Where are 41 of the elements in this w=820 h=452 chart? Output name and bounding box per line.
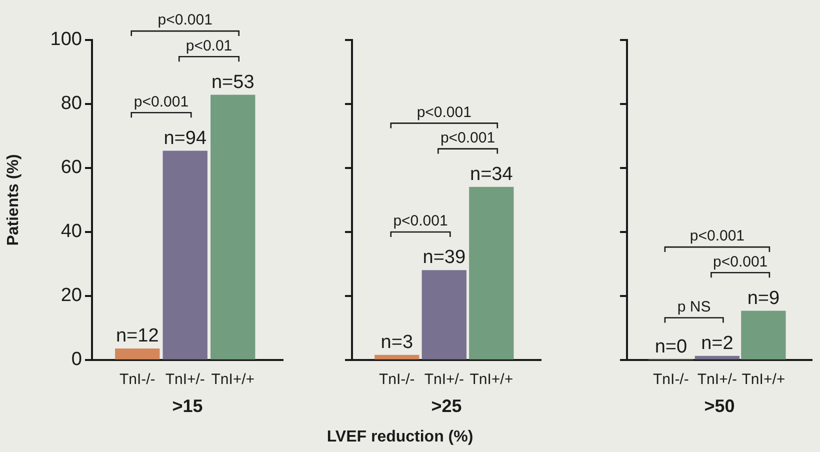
annotation: p<0.001 xyxy=(393,212,448,230)
y-tick-label: 40 xyxy=(60,221,82,242)
bar xyxy=(210,94,256,360)
annotation: n=39 xyxy=(422,247,466,268)
x-tick-label: TnI+/+ xyxy=(742,371,786,388)
x-axis-title: >25 xyxy=(431,396,462,416)
text: p<0.001 xyxy=(158,12,212,29)
annotation: p<0.001 xyxy=(440,129,496,146)
y-tick-label: 80 xyxy=(60,93,82,114)
annotation: n=53 xyxy=(211,72,254,93)
annotation: p NS xyxy=(677,298,711,316)
annotation: p<0.001 xyxy=(416,104,472,121)
x-tick-label: TnI-/- xyxy=(378,371,415,388)
annotation: n=94 xyxy=(164,128,207,149)
x-tick-label: TnI-/- xyxy=(119,371,156,388)
annotation: n=3 xyxy=(380,332,414,353)
x-tick-label: TnI+/- xyxy=(165,371,205,388)
annotation: p<0.001 xyxy=(712,253,768,270)
x-tick-label: TnI+/- xyxy=(697,371,737,388)
y-tick-label: 100 xyxy=(50,29,82,50)
y-axis-title: Patients (%) xyxy=(5,154,22,246)
x-tick-label: TnI-/- xyxy=(653,371,689,388)
y-tick-label: 60 xyxy=(60,157,82,178)
annotation: n=0 xyxy=(654,336,688,358)
annotation: p<0.001 xyxy=(690,228,745,245)
annotation: n=2 xyxy=(701,332,734,354)
x-axis-title: >50 xyxy=(704,396,735,416)
bar xyxy=(162,150,208,360)
annotation: p<0.001 xyxy=(134,93,189,110)
annotation: n=9 xyxy=(747,288,780,309)
annotation: p<0.01 xyxy=(186,37,232,54)
x-tick-label: TnI+/+ xyxy=(211,371,255,388)
bar xyxy=(115,348,160,360)
annotation: n=34 xyxy=(470,164,514,185)
x-tick-label: TnI+/+ xyxy=(470,371,514,388)
y-tick-label: 0 xyxy=(71,349,82,370)
y-tick-label: 20 xyxy=(60,285,82,306)
annotation: n=12 xyxy=(116,326,159,347)
text: LVEF reduction (%) xyxy=(326,428,474,446)
x-tick-label: TnI+/- xyxy=(424,371,464,388)
x-axis-title: >15 xyxy=(172,396,203,416)
